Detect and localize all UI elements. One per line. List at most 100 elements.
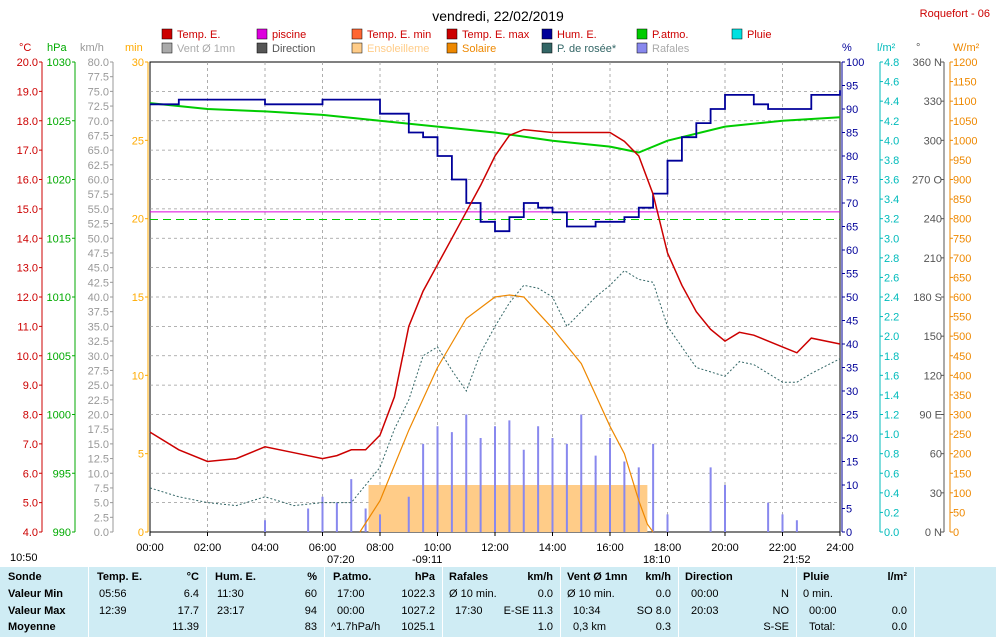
rain-axis-label: 4.2 xyxy=(884,116,899,128)
kmh-axis-label: 62.5 xyxy=(88,160,109,172)
percent-axis-label: 65 xyxy=(846,222,858,234)
temperature-line xyxy=(149,128,841,463)
stats-wind-max-time: 10:34 xyxy=(573,605,601,617)
gust-bar xyxy=(551,438,554,532)
legend-swatch-2 xyxy=(351,28,363,40)
rain-axis-label: 0.2 xyxy=(884,507,899,519)
wm2-axis-label: 300 xyxy=(953,410,971,422)
rain-axis-label: 2.4 xyxy=(884,292,899,304)
stats-rain-max: 0.0 xyxy=(891,605,907,617)
stats-header-temp: Temp. E. xyxy=(97,571,143,583)
gust-bar xyxy=(623,461,626,532)
wm2-axis-label: 500 xyxy=(953,331,971,343)
x-label: 18:00 xyxy=(654,542,682,554)
wm2-axis-label: 800 xyxy=(953,214,971,226)
temp-axis-label: 18.0 xyxy=(17,116,38,128)
rain-axis-label: 1.2 xyxy=(884,410,899,422)
legend: Temp. E. piscine Temp. E. min Temp. E. max H… xyxy=(161,28,771,55)
kmh-axis-label: 67.5 xyxy=(88,130,109,142)
rain-axis-label: 0.0 xyxy=(884,527,899,539)
legend-swatch-8 xyxy=(256,42,268,54)
direction-axis-label: 90 E xyxy=(919,410,942,422)
stats-pressure-max: 1027.2 xyxy=(401,605,435,617)
hpa-axis-label: 1025 xyxy=(47,116,71,128)
hpa-axis-label: 1010 xyxy=(47,292,71,304)
moon-time: 21:52 xyxy=(783,554,811,566)
temp-axis-label: 6.0 xyxy=(23,468,38,480)
wm2-axis-label: 450 xyxy=(953,351,971,363)
rain-axis-label: 3.6 xyxy=(884,175,899,187)
minutes-axis-label: 10 xyxy=(132,370,144,382)
stats-wind-avg: 0.3 xyxy=(655,621,671,633)
percent-axis-label: 20 xyxy=(846,433,858,445)
stats-pressure-min-time: 17:00 xyxy=(337,588,365,600)
hpa-axis-label: 995 xyxy=(53,468,71,480)
legend-label-4: Hum. E. xyxy=(557,29,597,41)
wm2-axis-label: 600 xyxy=(953,292,971,304)
day-length: 10:50 xyxy=(10,552,38,564)
gust-bar xyxy=(364,508,367,532)
minutes-axis-label: 20 xyxy=(132,214,144,226)
wm2-axis-label: 1200 xyxy=(953,57,977,69)
left-axes: 20.0 19.0 18.0 17.0 16.0 15.0 14.0 13.0 12.0 11.0… xyxy=(17,57,945,539)
minutes-axis-label: 5 xyxy=(138,449,144,461)
legend-swatch-5 xyxy=(636,28,648,40)
stats-label-avg: Moyenne xyxy=(8,621,56,633)
direction-axis-label: 210 xyxy=(924,253,942,265)
gust-bar xyxy=(436,426,439,532)
percent-axis-label: 80 xyxy=(846,151,858,163)
unit-min: min xyxy=(125,42,143,54)
kmh-axis-label: 0.0 xyxy=(94,527,109,539)
gust-bar xyxy=(580,414,583,532)
stats-col-gusts: Rafales km/h Ø 10 min. 0.0 17:30 E-SE 11.3 … xyxy=(442,567,561,637)
stats-rain-max-time: 00:00 xyxy=(809,605,837,617)
rain-axis-label: 2.0 xyxy=(884,331,899,343)
gust-bar xyxy=(537,426,540,532)
stats-gusts-max: E-SE 11.3 xyxy=(503,605,553,617)
wm2-axis-label: 250 xyxy=(953,429,971,441)
hpa-axis-label: 1015 xyxy=(47,233,71,245)
wm2-axis-label: 750 xyxy=(953,233,971,245)
legend-label-1: piscine xyxy=(272,29,306,41)
x-label: 08:00 xyxy=(366,542,394,554)
gust-bar xyxy=(450,432,453,532)
gust-bar xyxy=(494,426,496,532)
rain-axis-label: 2.8 xyxy=(884,253,899,265)
wm2-axis-label: 400 xyxy=(953,370,971,382)
stats-direction-min-time: 00:00 xyxy=(691,588,719,600)
direction-axis-label: 150 xyxy=(924,331,942,343)
hpa-axis-label: 1000 xyxy=(47,410,71,422)
stats-col-sonde: Sonde Valeur Min Valeur Max Moyenne xyxy=(0,567,88,637)
stats-col-temp: Temp. E. °C 05:56 6.4 12:39 17.7 11.39 xyxy=(88,567,207,637)
kmh-axis-label: 12.5 xyxy=(88,454,109,466)
stats-unit-temp: °C xyxy=(186,571,199,583)
wm2-axis-label: 900 xyxy=(953,175,971,187)
legend-swatch-11 xyxy=(541,42,553,54)
direction-axis-label: 30 xyxy=(930,488,942,500)
dew-point-line xyxy=(149,269,841,507)
direction-axis-label: 330 xyxy=(924,96,942,108)
legend-swatch-3 xyxy=(446,28,458,40)
stats-hum-min-time: 11:30 xyxy=(217,588,244,600)
stats-col-spare xyxy=(914,567,996,637)
wm2-axis-label: 650 xyxy=(953,272,971,284)
rain-axis-label: 4.6 xyxy=(884,77,899,89)
x-label: 16:00 xyxy=(596,542,624,554)
stats-hum-max: 94 xyxy=(304,605,317,617)
stats-gusts-min-period: Ø 10 min. xyxy=(449,588,497,600)
hpa-axis-label: 990 xyxy=(53,527,71,539)
unit-kmh: km/h xyxy=(80,42,104,54)
gust-bar xyxy=(407,496,410,532)
gust-bar xyxy=(264,520,266,532)
kmh-axis-label: 22.5 xyxy=(88,395,109,407)
stats-wind-max: SO 8.0 xyxy=(636,605,671,617)
rain-axis-label: 0.6 xyxy=(884,468,899,480)
stats-rain-total-label: Total: xyxy=(809,621,836,633)
unit-degree: ° xyxy=(916,42,920,54)
x-label: 04:00 xyxy=(251,542,279,554)
kmh-axis-label: 40.0 xyxy=(88,292,109,304)
legend-swatch-0 xyxy=(161,28,173,40)
gust-bar xyxy=(479,438,482,532)
kmh-axis-label: 27.5 xyxy=(88,365,109,377)
stats-rain-total: 0.0 xyxy=(891,621,907,633)
